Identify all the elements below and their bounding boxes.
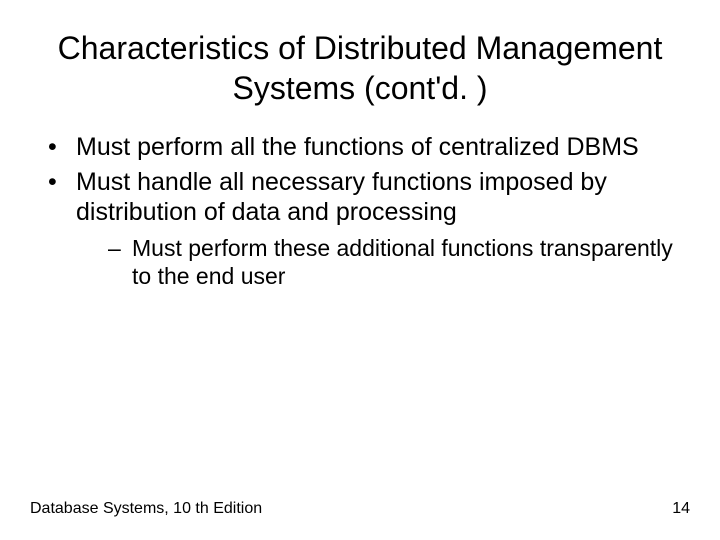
slide-footer: Database Systems, 10 th Edition 14	[30, 500, 690, 518]
bullet-list: Must perform all the functions of centra…	[30, 132, 690, 291]
list-item: Must handle all necessary functions impo…	[48, 167, 690, 292]
page-number: 14	[672, 500, 690, 518]
list-item-text: Must handle all necessary functions impo…	[76, 168, 607, 227]
list-item: Must perform all the functions of centra…	[48, 132, 690, 163]
footer-left-text: Database Systems, 10 th Edition	[30, 500, 262, 518]
sub-list-item: Must perform these additional functions …	[108, 234, 690, 292]
slide-title: Characteristics of Distributed Managemen…	[30, 28, 690, 108]
sub-bullet-list: Must perform these additional functions …	[76, 234, 690, 292]
